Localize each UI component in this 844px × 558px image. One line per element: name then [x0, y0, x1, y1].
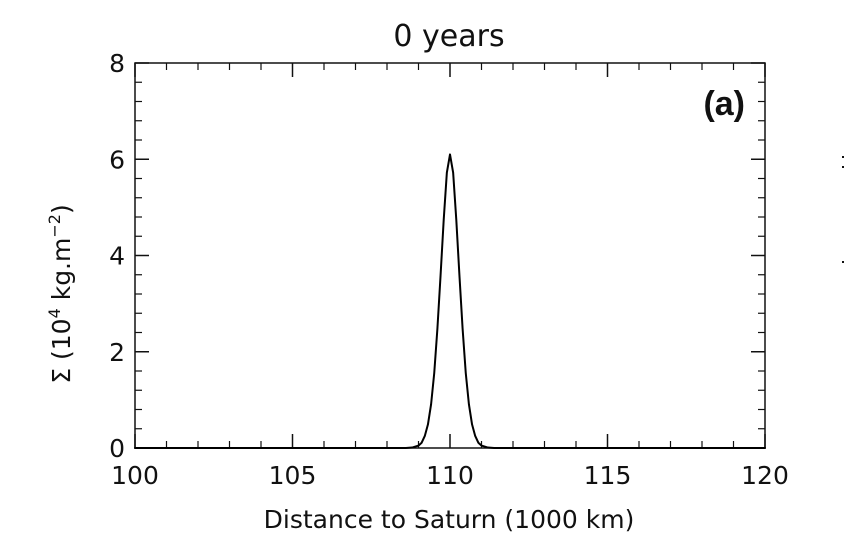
y-axis-label-exponent: 4: [45, 308, 64, 318]
y-tick-label: 2: [109, 338, 125, 367]
panel-label: (a): [703, 85, 745, 123]
y-tick-label: 4: [109, 242, 125, 271]
plot-frame: [134, 62, 766, 449]
y-axis-label-prefix: Σ (10: [47, 318, 76, 383]
x-tick-label: 115: [584, 461, 632, 490]
plot-area: 100 105 110 115 120 0 2 4 6 8: [109, 49, 789, 490]
y-axis-label-unit-exponent: −2: [45, 214, 64, 238]
x-axis-label: Distance to Saturn (1000 km): [264, 505, 635, 534]
series-line: [134, 153, 766, 449]
y-tick-label: 8: [109, 49, 125, 78]
chart-title: 0 years: [393, 19, 504, 54]
x-tick-label: 100: [111, 461, 159, 490]
y-axis-label-unit: kg.m: [47, 238, 76, 309]
x-tick-label: 120: [741, 461, 789, 490]
y-tick-label: 0: [109, 434, 125, 463]
x-tick-label: 105: [269, 461, 317, 490]
x-tick-label: 110: [426, 461, 474, 490]
y-tick-label: 6: [109, 145, 125, 174]
y-axis-label: Σ (104 kg.m−2): [45, 204, 76, 383]
y-axis-label-suffix: ): [47, 204, 76, 214]
